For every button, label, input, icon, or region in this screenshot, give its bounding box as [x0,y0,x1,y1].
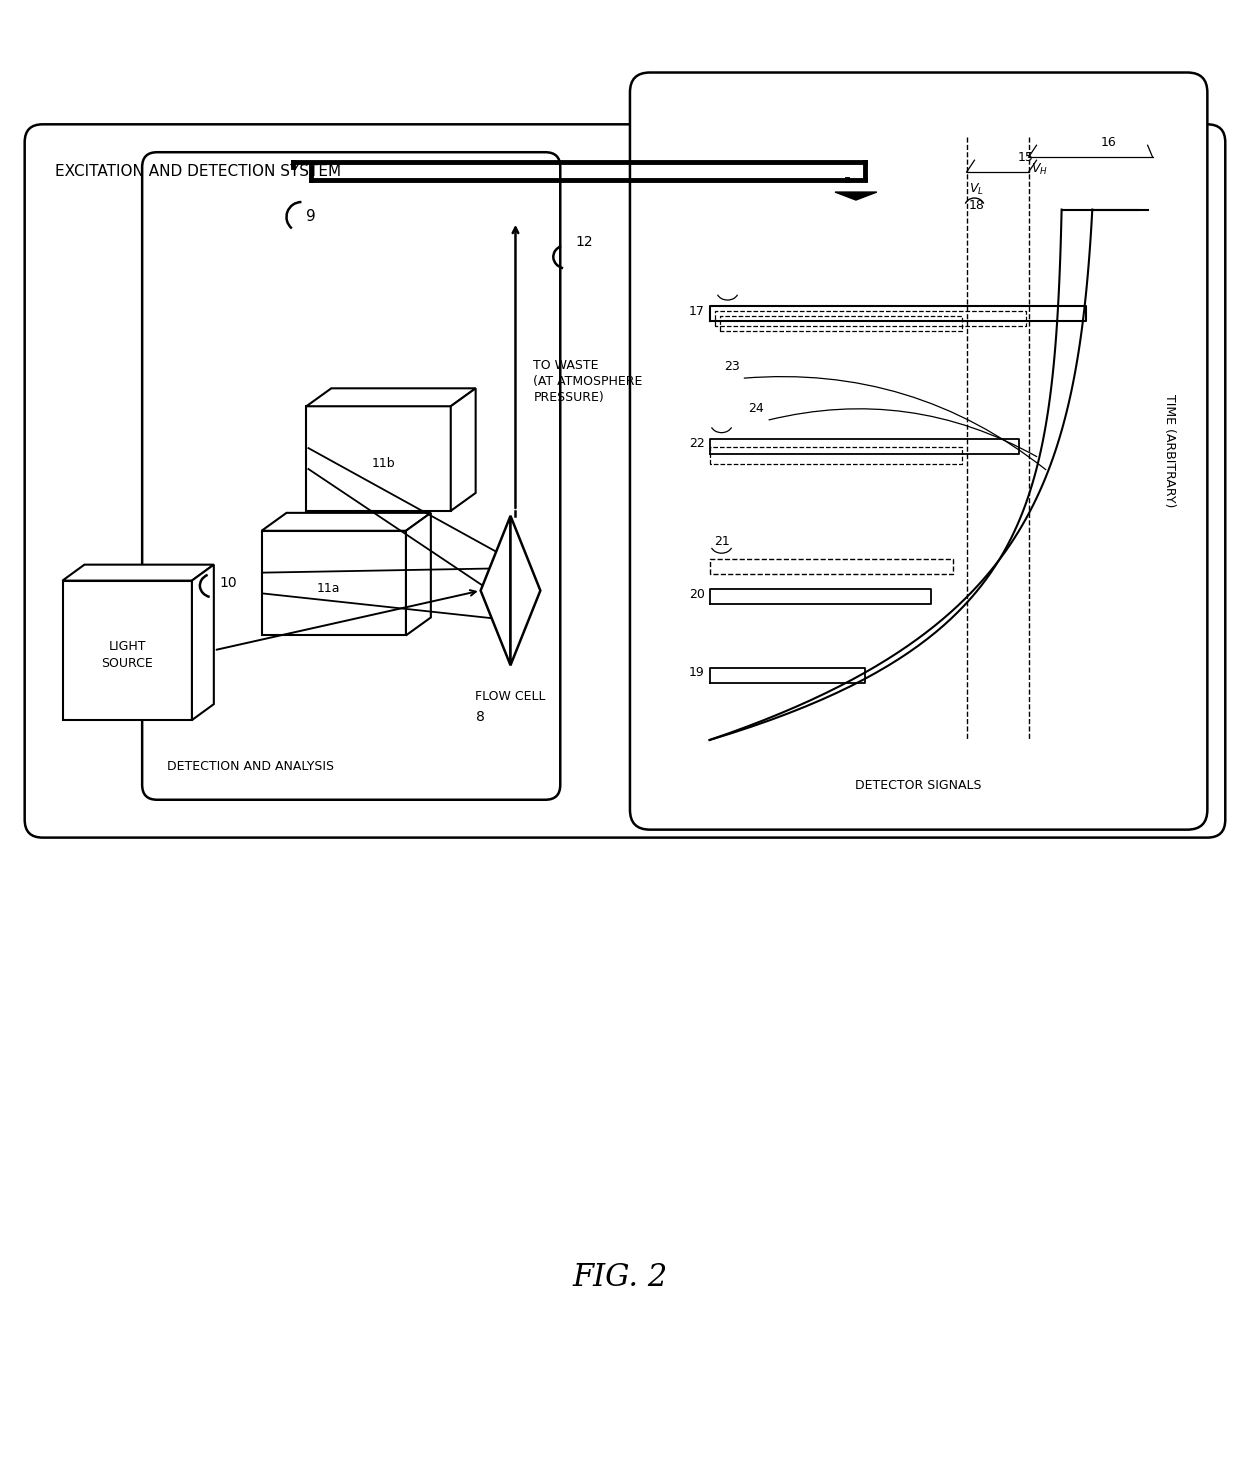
Text: 22: 22 [689,437,704,450]
Text: 17: 17 [688,304,704,318]
Text: $V_L$: $V_L$ [968,182,983,197]
Text: FLOW CELL: FLOW CELL [475,690,546,703]
Text: 16: 16 [1101,135,1116,149]
Text: 11b: 11b [372,457,396,471]
Text: 12: 12 [575,235,593,249]
Text: 8: 8 [476,710,485,724]
Text: 18: 18 [968,199,985,212]
Text: TIME (ARBITRARY): TIME (ARBITRARY) [1163,394,1176,507]
Text: LIGHT
SOURCE: LIGHT SOURCE [102,640,153,671]
Text: 19: 19 [689,666,704,680]
Polygon shape [306,406,451,510]
Text: EXCITATION AND DETECTION SYSTEM: EXCITATION AND DETECTION SYSTEM [55,165,341,179]
Text: DETECTOR SIGNALS: DETECTOR SIGNALS [856,778,982,791]
Text: DETECTION AND ANALYSIS: DETECTION AND ANALYSIS [167,761,334,772]
Polygon shape [405,513,430,635]
Polygon shape [306,388,476,406]
Text: 9: 9 [306,209,316,224]
Polygon shape [835,193,877,200]
Polygon shape [481,516,511,665]
Polygon shape [62,581,192,721]
Text: 21: 21 [714,535,730,547]
FancyBboxPatch shape [630,72,1208,830]
Polygon shape [262,531,405,635]
Text: 20: 20 [688,588,704,600]
Text: 15: 15 [1018,150,1033,163]
Text: 10: 10 [219,575,237,590]
Polygon shape [262,513,430,531]
Text: $V_H$: $V_H$ [1030,162,1048,178]
Polygon shape [451,388,476,510]
Text: 11a: 11a [317,581,341,594]
Polygon shape [511,516,541,665]
Polygon shape [62,565,213,581]
Text: 24: 24 [749,402,764,415]
FancyBboxPatch shape [25,125,1225,837]
FancyBboxPatch shape [143,152,560,800]
Text: TO WASTE
(AT ATMOSPHERE
PRESSURE): TO WASTE (AT ATMOSPHERE PRESSURE) [533,359,642,405]
Text: FIG. 2: FIG. 2 [573,1262,667,1293]
Text: 23: 23 [724,360,739,372]
Polygon shape [192,565,213,721]
